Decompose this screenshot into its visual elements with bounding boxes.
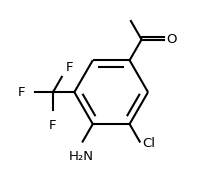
Text: Cl: Cl xyxy=(142,137,155,150)
Text: H₂N: H₂N xyxy=(68,150,93,163)
Text: F: F xyxy=(66,61,74,74)
Text: F: F xyxy=(17,86,25,99)
Text: F: F xyxy=(49,119,57,132)
Text: O: O xyxy=(166,33,177,46)
